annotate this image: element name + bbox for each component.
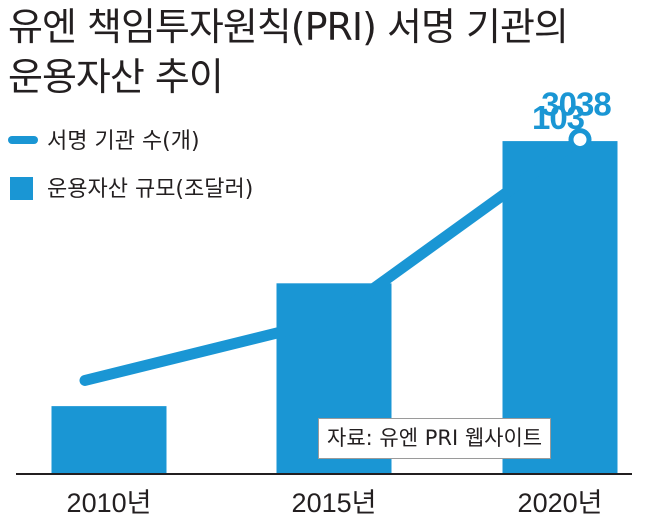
x-tick-label: 2015년 bbox=[292, 488, 377, 518]
line-endpoint-marker bbox=[568, 128, 592, 152]
line-value-label: 3038 bbox=[541, 86, 611, 123]
bar-value-label: 103 bbox=[532, 99, 585, 136]
x-tick-label: 2020년 bbox=[518, 488, 603, 518]
x-axis-tick-labels: 2010년 2015년 2020년 bbox=[67, 488, 603, 518]
chart-title: 유엔 책임투자원칙(PRI) 서명 기관의 운용자산 추이 bbox=[8, 2, 569, 102]
chart-title-line2: 운용자산 추이 bbox=[8, 55, 224, 99]
legend: 서명 기관 수(개) 운용자산 규모(조달러) bbox=[8, 129, 253, 202]
line-path bbox=[79, 134, 586, 386]
x-tick-label: 2010년 bbox=[67, 488, 152, 518]
legend-label-bar: 운용자산 규모(조달러) bbox=[47, 177, 253, 202]
bar-2010년 bbox=[51, 406, 167, 474]
legend-label-line: 서명 기관 수(개) bbox=[47, 129, 200, 154]
chart-title-line1: 유엔 책임투자원칙(PRI) 서명 기관의 bbox=[8, 5, 569, 49]
line-series bbox=[79, 128, 592, 386]
source-note: 자료: 유엔 PRI 웹사이트 bbox=[318, 418, 552, 459]
legend-bar-swatch bbox=[10, 177, 33, 200]
